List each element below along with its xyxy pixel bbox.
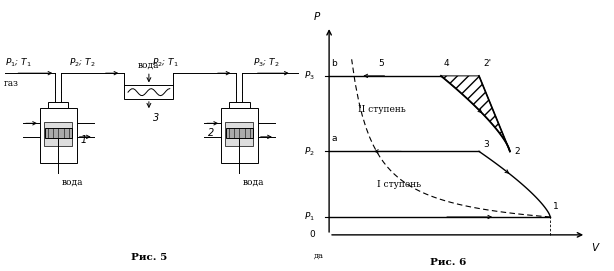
Text: P: P [314,12,321,22]
Text: $P_3$: $P_3$ [304,70,315,82]
Text: вода: вода [138,61,160,70]
Text: 1: 1 [553,202,559,211]
Bar [221,108,258,163]
Bar [226,128,253,138]
Bar [48,102,69,108]
Text: Рис. 6: Рис. 6 [430,258,466,267]
Text: $P_3$; $T_2$: $P_3$; $T_2$ [254,57,280,69]
Text: 3: 3 [153,113,159,123]
Text: вода: вода [61,178,83,186]
Text: V: V [591,243,598,253]
Text: $P_2$; $T_2$: $P_2$; $T_2$ [69,57,96,69]
Text: газ: газ [4,79,18,88]
Text: $P_1$: $P_1$ [304,211,315,223]
Text: 1: 1 [80,135,87,144]
Text: 2': 2' [484,59,492,68]
Text: 2: 2 [515,147,520,156]
Bar [45,128,72,138]
Text: I ступень: I ступень [376,180,421,189]
Bar [225,122,254,146]
Text: II ступень: II ступень [357,105,405,114]
Text: 0: 0 [309,230,315,239]
Bar [230,102,249,108]
Bar [40,108,77,163]
Text: 4: 4 [443,59,449,68]
Text: a: a [332,134,337,143]
Text: да: да [314,252,324,260]
Text: Рис. 5: Рис. 5 [131,253,167,262]
Text: 5: 5 [379,59,384,68]
Text: 3: 3 [484,140,489,149]
Text: 2: 2 [208,128,214,138]
Bar [44,122,72,146]
Text: b: b [332,59,337,68]
Text: $P_2$: $P_2$ [304,145,315,158]
Text: $P_2$; $T_1$: $P_2$; $T_1$ [152,57,179,69]
Bar [124,85,174,99]
Text: $P_1$; $T_1$: $P_1$; $T_1$ [5,57,31,69]
Text: вода: вода [243,178,264,186]
